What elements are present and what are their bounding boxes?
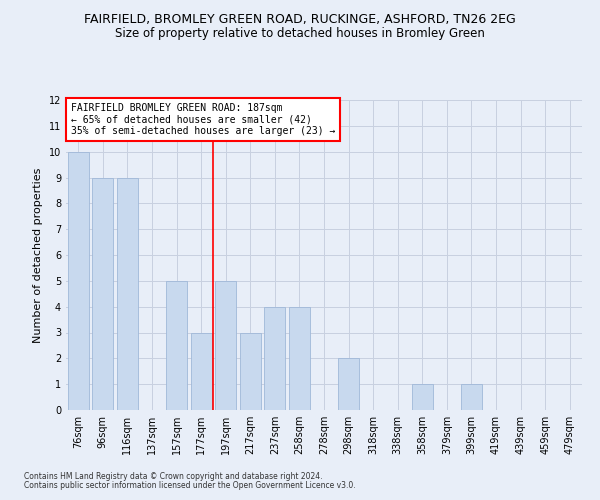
Bar [166, 281, 187, 410]
Bar [92, 178, 113, 410]
Bar [117, 178, 138, 410]
Bar [338, 358, 359, 410]
Bar [265, 306, 286, 410]
Text: FAIRFIELD BROMLEY GREEN ROAD: 187sqm
← 65% of detached houses are smaller (42)
3: FAIRFIELD BROMLEY GREEN ROAD: 187sqm ← 6… [71, 103, 335, 136]
Bar [461, 384, 482, 410]
Bar [240, 332, 261, 410]
Text: Contains public sector information licensed under the Open Government Licence v3: Contains public sector information licen… [24, 481, 356, 490]
Y-axis label: Number of detached properties: Number of detached properties [33, 168, 43, 342]
Bar [68, 152, 89, 410]
Bar [215, 281, 236, 410]
Bar [412, 384, 433, 410]
Text: FAIRFIELD, BROMLEY GREEN ROAD, RUCKINGE, ASHFORD, TN26 2EG: FAIRFIELD, BROMLEY GREEN ROAD, RUCKINGE,… [84, 12, 516, 26]
Text: Contains HM Land Registry data © Crown copyright and database right 2024.: Contains HM Land Registry data © Crown c… [24, 472, 323, 481]
Text: Size of property relative to detached houses in Bromley Green: Size of property relative to detached ho… [115, 28, 485, 40]
Bar [191, 332, 212, 410]
Bar [289, 306, 310, 410]
